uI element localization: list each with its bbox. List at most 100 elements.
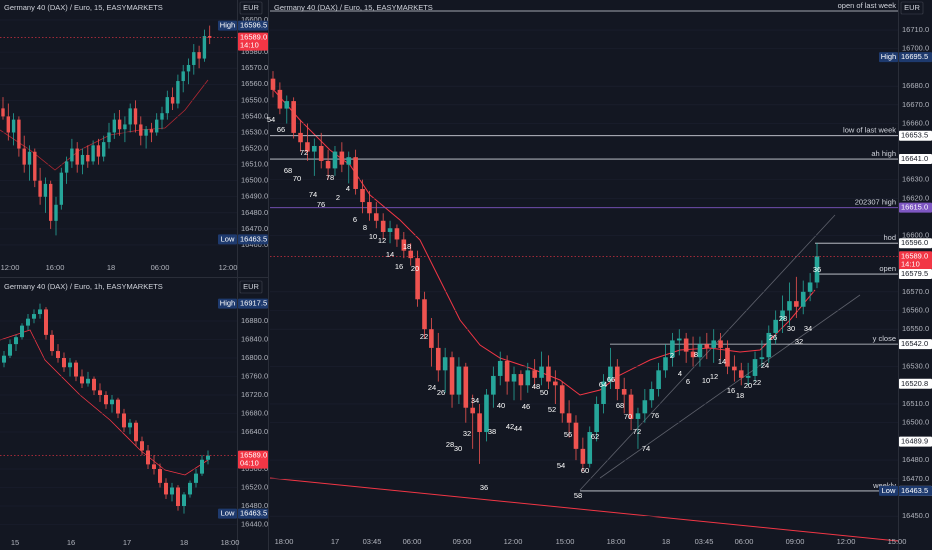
candle-body	[780, 310, 785, 320]
candle-body	[532, 370, 537, 378]
bar-count: 68	[284, 166, 292, 175]
candle-body	[449, 357, 455, 395]
x-tick-label: 12:00	[1, 263, 20, 272]
candle-body	[102, 142, 106, 157]
y-tick-label: 16530.0	[902, 362, 929, 371]
x-tick-label: 18:00	[275, 537, 294, 546]
candle-body	[752, 359, 758, 376]
candle-body	[26, 318, 30, 326]
bar-count: 18	[403, 242, 411, 251]
candle-body	[277, 89, 283, 109]
candle-body	[284, 101, 290, 109]
candle-body	[794, 301, 799, 307]
bar-count: 34	[471, 396, 479, 405]
price-badge-label: 16615.0	[901, 203, 928, 212]
channel-line	[599, 294, 861, 479]
candle-body	[270, 78, 276, 90]
candle-body	[511, 374, 517, 382]
candle-body	[1, 108, 5, 117]
price-badge-label: 16589.0	[240, 33, 267, 42]
candle-body	[170, 97, 175, 104]
bar-count: 54	[557, 461, 565, 470]
y-tick-label: 16480.0	[241, 208, 268, 217]
candle-body	[738, 370, 744, 378]
bar-count: 4	[678, 369, 682, 378]
y-tick-label: 16460.0	[241, 240, 268, 249]
y-tick-label: 16660.0	[902, 119, 929, 128]
price-badge	[238, 20, 268, 31]
bar-count: 2	[670, 351, 674, 360]
price-badge-label: 16596.5	[240, 21, 267, 30]
candle-body	[160, 113, 164, 120]
y-tick-label: 16480.0	[902, 455, 929, 464]
bar-count: 68	[616, 401, 624, 410]
bar-count: 76	[317, 200, 325, 209]
moving-average	[271, 87, 816, 396]
bar-count: 56	[564, 430, 572, 439]
candle-body	[122, 413, 126, 428]
candle-body	[415, 258, 420, 300]
candle-body	[11, 119, 16, 133]
candle-body	[766, 332, 772, 358]
bar-count: 74	[642, 444, 650, 453]
badge-tag	[218, 234, 237, 245]
bar-count: 72	[633, 427, 641, 436]
candle-body	[346, 157, 352, 165]
candle-body	[477, 413, 482, 433]
candle-body	[360, 188, 365, 203]
price-badge	[899, 154, 932, 165]
candle-body	[298, 132, 303, 143]
bar-count: 24	[428, 383, 436, 392]
candle-body	[75, 148, 79, 165]
y-tick-label: 16570.0	[902, 287, 929, 296]
candle-body	[6, 116, 10, 133]
candle-body	[165, 97, 169, 114]
candle-body	[186, 64, 191, 72]
y-tick-label: 16530.0	[241, 127, 268, 136]
bar-count: 16	[395, 262, 403, 271]
candle-body	[158, 468, 162, 483]
channel-line	[579, 214, 836, 491]
x-tick-label: 16	[67, 538, 75, 547]
x-tick-label: 15:00	[888, 537, 907, 546]
bar-count: 62	[591, 432, 599, 441]
y-tick-label: 16720.0	[241, 390, 268, 399]
candle-body	[463, 366, 469, 408]
candle-body	[690, 351, 696, 358]
candle-body	[656, 370, 661, 390]
price-badge	[238, 508, 268, 519]
candle-body	[291, 101, 296, 133]
bar-count: 16	[727, 386, 735, 395]
candle-body	[312, 145, 317, 152]
candle-body	[615, 366, 620, 390]
y-tick-label: 16840.0	[241, 334, 268, 343]
candle-body	[107, 132, 111, 143]
price-badge	[899, 238, 932, 249]
bar-count: 34	[804, 324, 812, 333]
y-tick-label: 16570.0	[241, 63, 268, 72]
bar-count: 32	[795, 337, 803, 346]
moving-average	[0, 329, 209, 476]
candle-body	[86, 154, 90, 162]
y-tick-label: 16550.0	[902, 324, 929, 333]
candle-body	[59, 172, 63, 205]
candle-body	[116, 399, 120, 414]
candle-body	[408, 250, 414, 259]
level-note: weekly	[872, 481, 896, 490]
candle-body	[139, 124, 143, 136]
price-badge	[899, 202, 932, 213]
candle-body	[146, 450, 150, 465]
candle-body	[86, 378, 90, 384]
price-badge	[899, 485, 932, 496]
y-tick-label: 16800.0	[241, 353, 268, 362]
candle-body	[152, 464, 156, 469]
candle-body	[128, 108, 132, 125]
bar-count: 24	[761, 361, 769, 370]
candle-body	[155, 119, 159, 133]
candle-body	[14, 337, 18, 345]
candle-body	[628, 394, 634, 419]
candle-body	[435, 347, 441, 371]
candle-body	[580, 448, 586, 464]
bar-count: 70	[293, 174, 301, 183]
